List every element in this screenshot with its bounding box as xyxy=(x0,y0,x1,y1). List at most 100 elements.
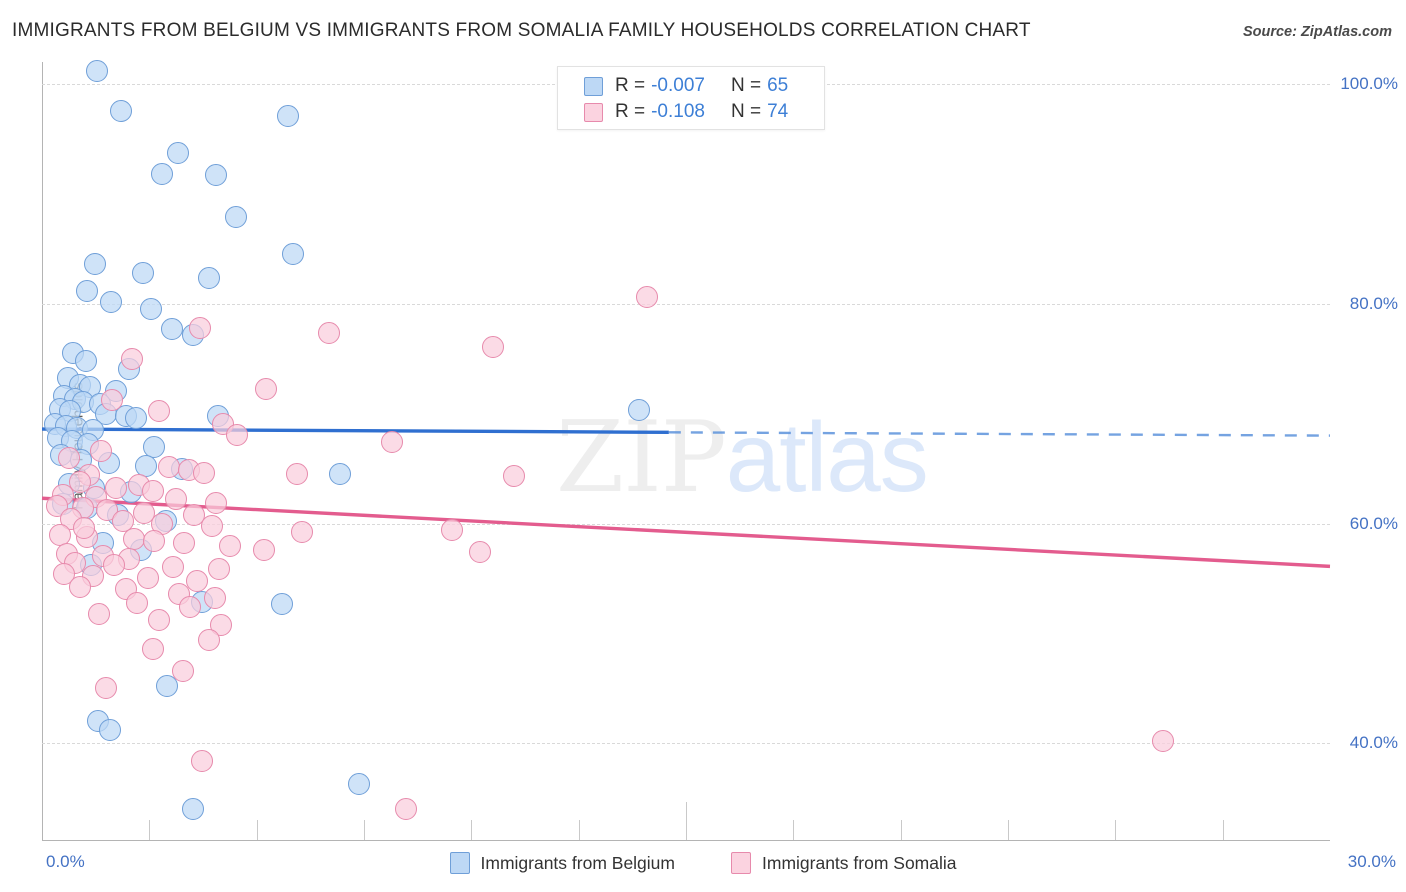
scatter-point[interactable] xyxy=(179,596,202,619)
scatter-point[interactable] xyxy=(161,556,184,579)
scatter-point[interactable] xyxy=(193,461,216,484)
scatter-point[interactable] xyxy=(481,335,504,358)
scatter-point[interactable] xyxy=(131,261,154,284)
scatter-point[interactable] xyxy=(171,659,194,682)
belgium-n-value: 65 xyxy=(767,75,789,96)
y-tick-label: 80.0% xyxy=(1349,293,1398,313)
scatter-point[interactable] xyxy=(76,279,99,302)
scatter-point[interactable] xyxy=(253,538,276,561)
scatter-point[interactable] xyxy=(141,479,164,502)
x-tick-mark xyxy=(578,820,580,840)
trendline-belgium-extrapolated xyxy=(668,431,1331,437)
scatter-point[interactable] xyxy=(87,602,110,625)
scatter-point[interactable] xyxy=(636,286,659,309)
scatter-point[interactable] xyxy=(190,749,213,772)
scatter-point[interactable] xyxy=(68,576,91,599)
scatter-point[interactable] xyxy=(49,523,72,546)
scatter-point[interactable] xyxy=(226,423,249,446)
scatter-point[interactable] xyxy=(167,142,190,165)
scatter-point[interactable] xyxy=(137,567,160,590)
scatter-point[interactable] xyxy=(204,491,227,514)
legend-item-somalia[interactable]: Immigrants from Somalia xyxy=(731,852,957,874)
scatter-point[interactable] xyxy=(104,477,127,500)
scatter-point[interactable] xyxy=(74,349,97,372)
scatter-point[interactable] xyxy=(143,530,166,553)
scatter-point[interactable] xyxy=(164,488,187,511)
scatter-point[interactable] xyxy=(85,59,108,82)
scatter-point[interactable] xyxy=(186,569,209,592)
scatter-point[interactable] xyxy=(395,798,418,821)
scatter-point[interactable] xyxy=(270,592,293,615)
scatter-point[interactable] xyxy=(94,677,117,700)
scatter-point[interactable] xyxy=(281,243,304,266)
scatter-point[interactable] xyxy=(210,613,233,636)
scatter-point[interactable] xyxy=(286,463,309,486)
x-tick-mark xyxy=(900,820,902,840)
scatter-point[interactable] xyxy=(380,431,403,454)
scatter-point[interactable] xyxy=(1151,730,1174,753)
scatter-point[interactable] xyxy=(276,104,299,127)
gridline xyxy=(42,523,1330,525)
scatter-point[interactable] xyxy=(204,164,227,187)
scatter-point[interactable] xyxy=(133,501,156,524)
somalia-swatch-icon xyxy=(584,102,603,122)
x-tick-label-min: 0.0% xyxy=(46,852,85,871)
scatter-point[interactable] xyxy=(68,470,91,493)
scatter-point[interactable] xyxy=(503,465,526,488)
scatter-point[interactable] xyxy=(188,316,211,339)
scatter-point[interactable] xyxy=(203,587,226,610)
series-legend: Immigrants from Belgium Immigrants from … xyxy=(0,848,1406,878)
scatter-point[interactable] xyxy=(627,399,650,422)
scatter-point[interactable] xyxy=(100,389,123,412)
scatter-point[interactable] xyxy=(255,378,278,401)
scatter-point[interactable] xyxy=(126,591,149,614)
scatter-point[interactable] xyxy=(160,318,183,341)
scatter-point[interactable] xyxy=(225,205,248,228)
scatter-point[interactable] xyxy=(441,519,463,542)
scatter-point[interactable] xyxy=(110,100,133,123)
scatter-point[interactable] xyxy=(147,400,170,423)
scatter-point[interactable] xyxy=(197,267,220,290)
scatter-point[interactable] xyxy=(140,298,163,321)
scatter-point[interactable] xyxy=(151,163,174,186)
scatter-point[interactable] xyxy=(157,456,180,479)
scatter-point[interactable] xyxy=(197,629,220,651)
scatter-point[interactable] xyxy=(141,637,164,660)
scatter-point[interactable] xyxy=(347,772,370,795)
scatter-point[interactable] xyxy=(183,503,206,526)
x-tick-mark xyxy=(793,820,795,840)
scatter-point[interactable] xyxy=(57,446,80,469)
scatter-point[interactable] xyxy=(155,675,178,698)
scatter-point[interactable] xyxy=(317,322,340,345)
belgium-swatch-icon xyxy=(584,76,603,96)
scatter-point[interactable] xyxy=(219,534,242,557)
x-tick-mark xyxy=(1222,820,1224,840)
scatter-point[interactable] xyxy=(329,463,352,486)
scatter-point[interactable] xyxy=(103,554,126,577)
somalia-r-label: R = xyxy=(615,101,646,122)
scatter-point[interactable] xyxy=(53,563,76,586)
scatter-point[interactable] xyxy=(182,798,205,821)
legend-item-belgium[interactable]: Immigrants from Belgium xyxy=(449,852,675,874)
scatter-point[interactable] xyxy=(172,532,195,555)
scatter-point[interactable] xyxy=(83,253,106,276)
scatter-point[interactable] xyxy=(200,514,223,537)
scatter-point[interactable] xyxy=(147,609,170,632)
scatter-point[interactable] xyxy=(73,516,96,539)
scatter-point[interactable] xyxy=(90,440,113,462)
scatter-point[interactable] xyxy=(468,541,491,564)
scatter-point[interactable] xyxy=(290,521,313,544)
scatter-point[interactable] xyxy=(143,435,166,458)
scatter-point[interactable] xyxy=(121,347,144,370)
correlation-row-belgium: R = -0.007 N = 65 xyxy=(584,73,788,99)
scatter-point[interactable] xyxy=(111,510,134,533)
x-tick-label-max: 30.0% xyxy=(1347,852,1396,871)
scatter-point[interactable] xyxy=(207,557,230,580)
scatter-point[interactable] xyxy=(124,407,147,430)
scatter-point[interactable] xyxy=(98,719,121,742)
legend-swatch-somalia-icon xyxy=(731,852,751,874)
x-tick-mark xyxy=(471,820,473,840)
x-axis-line xyxy=(42,840,1330,841)
plot-area xyxy=(41,59,1331,840)
scatter-point[interactable] xyxy=(99,290,122,313)
